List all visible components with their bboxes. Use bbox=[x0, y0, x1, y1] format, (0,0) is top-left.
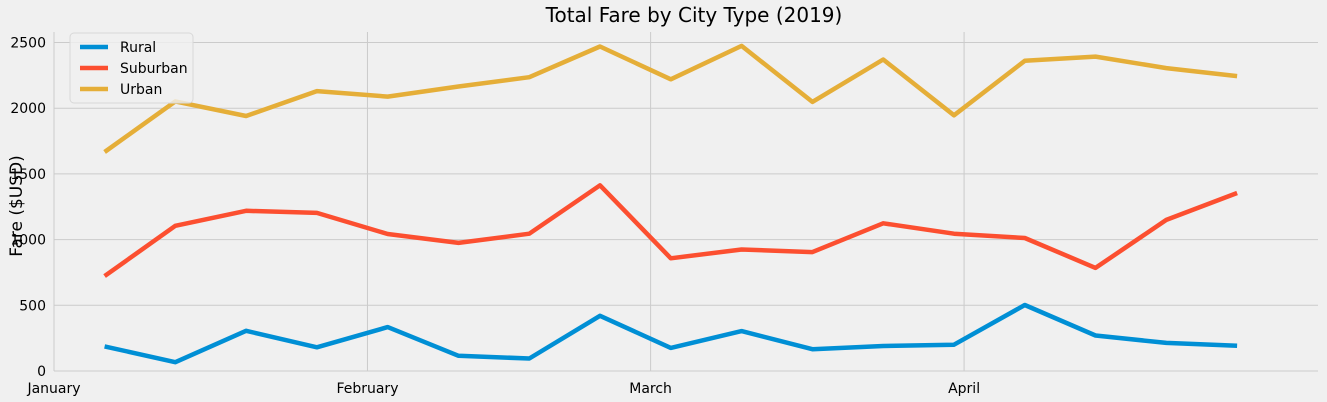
legend-label-suburban: Suburban bbox=[120, 61, 188, 77]
data-point-suburban bbox=[174, 224, 177, 227]
data-point-rural bbox=[386, 326, 389, 329]
y-tick-label: 2000 bbox=[10, 101, 46, 117]
y-tick-label: 2500 bbox=[10, 36, 46, 52]
data-point-suburban bbox=[386, 232, 389, 235]
x-axis-ticks: January February March April bbox=[26, 381, 980, 397]
data-point-urban bbox=[882, 58, 885, 61]
data-point-suburban bbox=[1023, 236, 1026, 239]
data-point-urban bbox=[528, 76, 531, 79]
data-point-rural bbox=[598, 314, 601, 317]
y-axis-label: Fare ($USD) bbox=[7, 155, 27, 257]
data-point-rural bbox=[245, 329, 248, 332]
x-tick-label: April bbox=[948, 381, 980, 397]
data-point-suburban bbox=[811, 250, 814, 253]
data-point-suburban bbox=[882, 222, 885, 225]
data-point-urban bbox=[1236, 75, 1239, 78]
series-line-suburban bbox=[103, 183, 1238, 278]
x-tick-label: March bbox=[629, 381, 672, 397]
data-point-urban bbox=[386, 95, 389, 98]
y-tick-label: 1500 bbox=[10, 167, 46, 183]
data-point-rural bbox=[882, 344, 885, 347]
grid bbox=[53, 32, 1318, 372]
data-point-suburban bbox=[1094, 266, 1097, 269]
data-point-urban bbox=[457, 85, 460, 88]
y-axis-ticks: 0 500 1000 1500 2000 2500 bbox=[10, 36, 46, 380]
data-point-rural bbox=[1165, 341, 1168, 344]
data-point-rural bbox=[811, 348, 814, 351]
legend: Rural Suburban Urban bbox=[69, 32, 194, 104]
data-point-suburban bbox=[245, 209, 248, 212]
legend-box bbox=[69, 32, 194, 104]
data-point-suburban bbox=[1236, 191, 1239, 194]
legend-items: Rural Suburban Urban bbox=[80, 40, 188, 98]
data-point-urban bbox=[1094, 55, 1097, 58]
data-point-suburban bbox=[952, 232, 955, 235]
data-point-rural bbox=[1236, 344, 1239, 347]
y-tick-label: 0 bbox=[37, 364, 46, 380]
data-point-rural bbox=[740, 329, 743, 332]
data-point-suburban bbox=[528, 232, 531, 235]
series-line-urban bbox=[103, 43, 1238, 154]
data-point-suburban bbox=[457, 241, 460, 244]
data-point-rural bbox=[457, 354, 460, 357]
chart-title: Total Fare by City Type (2019) bbox=[545, 3, 843, 27]
data-point-urban bbox=[1023, 59, 1026, 62]
data-point-urban bbox=[245, 114, 248, 117]
data-point-rural bbox=[1094, 334, 1097, 337]
data-point-rural bbox=[103, 345, 106, 348]
y-tick-label: 500 bbox=[19, 298, 46, 314]
x-tick-label: January bbox=[26, 381, 80, 397]
data-point-suburban bbox=[598, 184, 601, 187]
series-line-rural bbox=[104, 302, 1238, 365]
data-point-urban bbox=[669, 78, 672, 81]
plot-series bbox=[103, 43, 1239, 365]
data-point-urban bbox=[1165, 67, 1168, 70]
data-point-suburban bbox=[740, 248, 743, 251]
legend-label-rural: Rural bbox=[120, 40, 156, 56]
data-point-rural bbox=[669, 346, 672, 349]
legend-label-urban: Urban bbox=[120, 82, 162, 98]
data-point-rural bbox=[174, 361, 177, 364]
data-point-suburban bbox=[669, 257, 672, 260]
data-point-suburban bbox=[103, 275, 106, 278]
data-point-urban bbox=[315, 90, 318, 93]
data-point-suburban bbox=[315, 211, 318, 214]
data-point-rural bbox=[528, 357, 531, 360]
x-tick-label: February bbox=[336, 381, 398, 397]
y-tick-label: 1000 bbox=[10, 233, 46, 249]
data-point-urban bbox=[811, 100, 814, 103]
data-point-rural bbox=[1023, 303, 1026, 306]
data-point-urban bbox=[598, 45, 601, 48]
data-point-rural bbox=[952, 343, 955, 346]
data-point-urban bbox=[952, 114, 955, 117]
data-point-suburban bbox=[1165, 218, 1168, 221]
data-point-urban bbox=[103, 150, 106, 153]
data-point-urban bbox=[740, 44, 743, 47]
data-point-rural bbox=[315, 346, 318, 349]
